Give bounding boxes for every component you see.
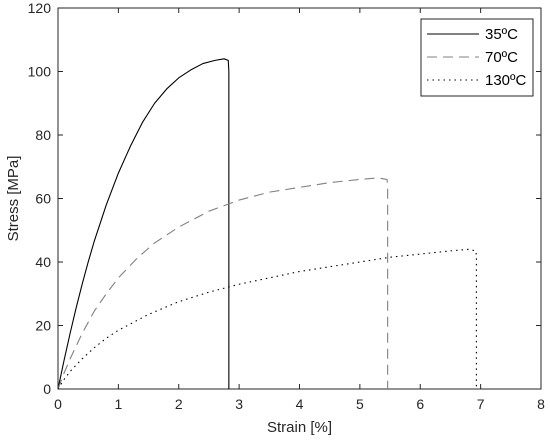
- series-line-1: [57, 58, 230, 390]
- x-tick-label: 3: [235, 396, 243, 412]
- x-tick-label: 1: [114, 396, 122, 412]
- x-tick-label: 6: [416, 396, 424, 412]
- x-tick-label: 0: [54, 396, 62, 412]
- y-tick-label: 100: [28, 64, 52, 80]
- y-tick-label: 20: [35, 318, 51, 334]
- y-axis-label: Stress [MPa]: [5, 156, 22, 242]
- y-tick-label: 0: [43, 381, 51, 397]
- legend-label-3: 130ºC: [485, 72, 527, 89]
- y-tick-label: 120: [28, 0, 52, 16]
- x-tick-label: 2: [175, 396, 183, 412]
- x-tick-label: 4: [296, 396, 304, 412]
- y-tick-label: 80: [35, 127, 51, 143]
- x-tick-label: 7: [477, 396, 485, 412]
- legend: 35ºC 70ºC 130ºC: [420, 18, 534, 97]
- legend-label-2: 70ºC: [485, 49, 518, 66]
- x-axis-label: Strain [%]: [267, 419, 332, 436]
- y-tick-label: 40: [35, 254, 51, 270]
- legend-label-1: 35ºC: [485, 26, 518, 43]
- series-layer: [57, 58, 477, 390]
- series-line-2: [57, 177, 389, 390]
- x-tick-label: 8: [537, 396, 545, 412]
- y-tick-label: 60: [35, 191, 51, 207]
- x-tick-label: 5: [356, 396, 364, 412]
